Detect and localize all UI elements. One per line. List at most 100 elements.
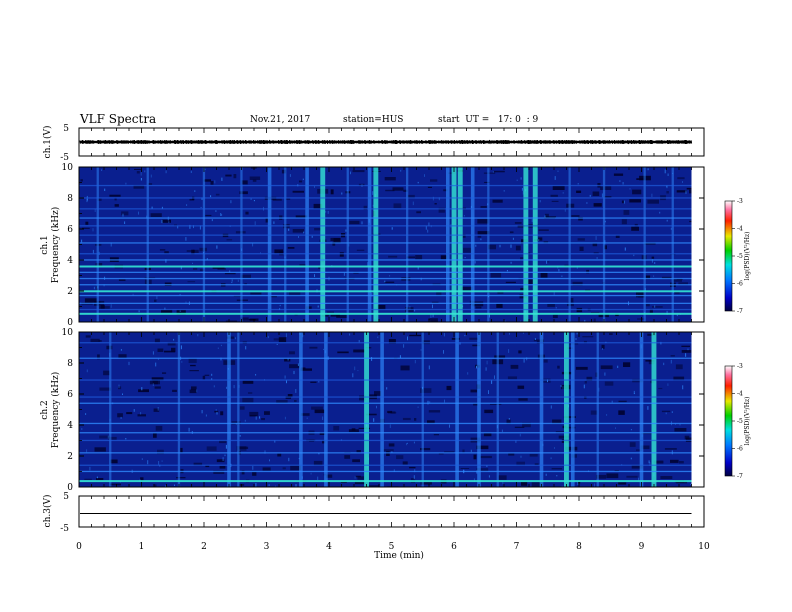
ch1-noise-cell	[427, 186, 432, 188]
ch2-noise-cell	[522, 422, 531, 428]
ch2-burst	[364, 332, 369, 487]
ch2-noise-cell	[428, 410, 441, 413]
ch1-speckle	[622, 182, 624, 185]
ch2-noise-cell	[172, 389, 177, 392]
ch2-tone-line	[79, 342, 692, 344]
ch1-speckle	[676, 314, 678, 317]
ch1-noise-cell	[240, 317, 249, 321]
ch2-tone-line	[79, 452, 692, 454]
ch2-noise-cell	[180, 447, 183, 453]
ch1-noise-cell	[493, 170, 505, 173]
ch1-noise-cell	[604, 245, 607, 250]
ch1-speckle	[417, 181, 419, 184]
time-tick-label: 4	[326, 542, 332, 552]
ch1-noise-cell	[462, 234, 466, 238]
ch1-noise-cell	[645, 275, 651, 280]
ch1-speckle	[503, 190, 505, 192]
ch1-speckle	[206, 258, 208, 260]
ch2-speckle	[560, 385, 562, 388]
ch2-speckle	[690, 483, 692, 485]
ch2-noise-cell	[167, 342, 176, 346]
ch2-speckle	[638, 477, 639, 481]
ch1-burst	[487, 167, 490, 322]
ch2-speckle	[373, 418, 375, 422]
ch2-speckle	[508, 418, 510, 420]
ch2-noise-cell	[670, 355, 675, 357]
ch2-colorbar-ticks: -3 -4 -5 -6 -7	[732, 363, 743, 480]
ch1-noise-cell	[193, 267, 198, 270]
ch2-speckle	[576, 332, 578, 335]
ch2-noise-cell	[675, 364, 683, 370]
ch2-noise-cell	[543, 359, 548, 363]
ch1-noise-cell	[545, 213, 549, 219]
time-tick-label: 10	[698, 542, 710, 552]
ch2-noise-cell	[282, 467, 286, 470]
ch2-noise-cell	[310, 381, 317, 383]
ch1-noise-cell	[676, 190, 687, 193]
ch1-noise-cell	[154, 299, 157, 302]
ch2-speckle	[259, 416, 261, 419]
ch2-speckle	[317, 476, 319, 481]
ch2-speckle	[141, 387, 143, 391]
ch2-noise-cell	[261, 418, 265, 421]
ch2-speckle	[125, 438, 127, 440]
ch1-speckle	[165, 170, 167, 174]
ch1-speckle	[558, 269, 560, 272]
ch1-noise-cell	[672, 278, 682, 282]
ch1-burst	[367, 167, 372, 322]
time-tick-label: 9	[639, 542, 645, 552]
ch1-noise-cell	[186, 250, 195, 252]
ch2-noise-cell	[248, 392, 253, 394]
ch1-speckle	[343, 272, 345, 276]
ch1-speckle	[654, 262, 656, 264]
ch2-speckle	[393, 469, 395, 472]
ch2-noise-cell	[191, 386, 197, 391]
ch1-noise-cell	[490, 272, 502, 278]
ch1-speckle	[252, 243, 254, 247]
ch3-waveform-panel: 5 -5 ch.3(V)	[42, 492, 705, 534]
ch2-speckle	[180, 345, 182, 350]
ch2-noise-cell	[202, 375, 206, 380]
ch2-burst	[571, 332, 575, 487]
ch2-noise-cell	[355, 475, 361, 478]
ch1-speckle	[584, 319, 586, 322]
ch1-speckle	[138, 211, 139, 215]
ch2-speckle	[476, 365, 477, 369]
ch1-noise-cell	[114, 197, 117, 201]
ch1-noise-cell	[241, 180, 248, 185]
ch1-noise-cell	[109, 194, 121, 197]
ch2-noise-cell	[337, 351, 349, 354]
ch2-noise-cell	[584, 380, 587, 384]
ch1-speckle	[601, 193, 603, 198]
ch2-colorbar-tick-label: -5	[737, 418, 743, 425]
ch2-speckle	[467, 372, 469, 375]
ch1-burst	[451, 167, 457, 322]
ch1-burst	[470, 167, 475, 322]
ch2-tone-line	[79, 357, 692, 359]
ch1-noise-cell	[313, 203, 323, 209]
ch2-speckle	[252, 465, 254, 470]
ch2-noise-cell	[262, 467, 271, 471]
ch2-noise-cell	[206, 446, 217, 451]
ch1-tone-line	[79, 302, 692, 304]
ch2-speckle	[224, 454, 226, 457]
ch2-speckle	[464, 334, 466, 337]
ch1-noise-cell	[393, 203, 402, 209]
ch1-speckle	[371, 292, 373, 297]
ch2-colorbar: -3 -4 -5 -6 -7 log(PSD)(V²/Hz)	[724, 363, 751, 480]
ch1-speckle	[521, 187, 523, 191]
ch1-speckle	[151, 206, 153, 209]
ch2-noise-cell	[193, 462, 203, 466]
figure-title: VLF Spectra	[79, 112, 156, 126]
ch1-burst	[320, 167, 326, 322]
ch1-noise-cell	[631, 226, 639, 231]
ch2-noise-cell	[85, 335, 91, 338]
ch1-noise-cell	[579, 246, 584, 251]
ch2-noise-cell	[242, 380, 254, 384]
ch1-noise-cell	[295, 215, 308, 218]
ch1-speckle	[161, 219, 163, 224]
ch2-noise-cell	[154, 338, 160, 343]
ch1-noise-cell	[632, 189, 642, 195]
ch1-noise-cell	[496, 303, 503, 308]
ch1-tone-line	[79, 217, 692, 219]
